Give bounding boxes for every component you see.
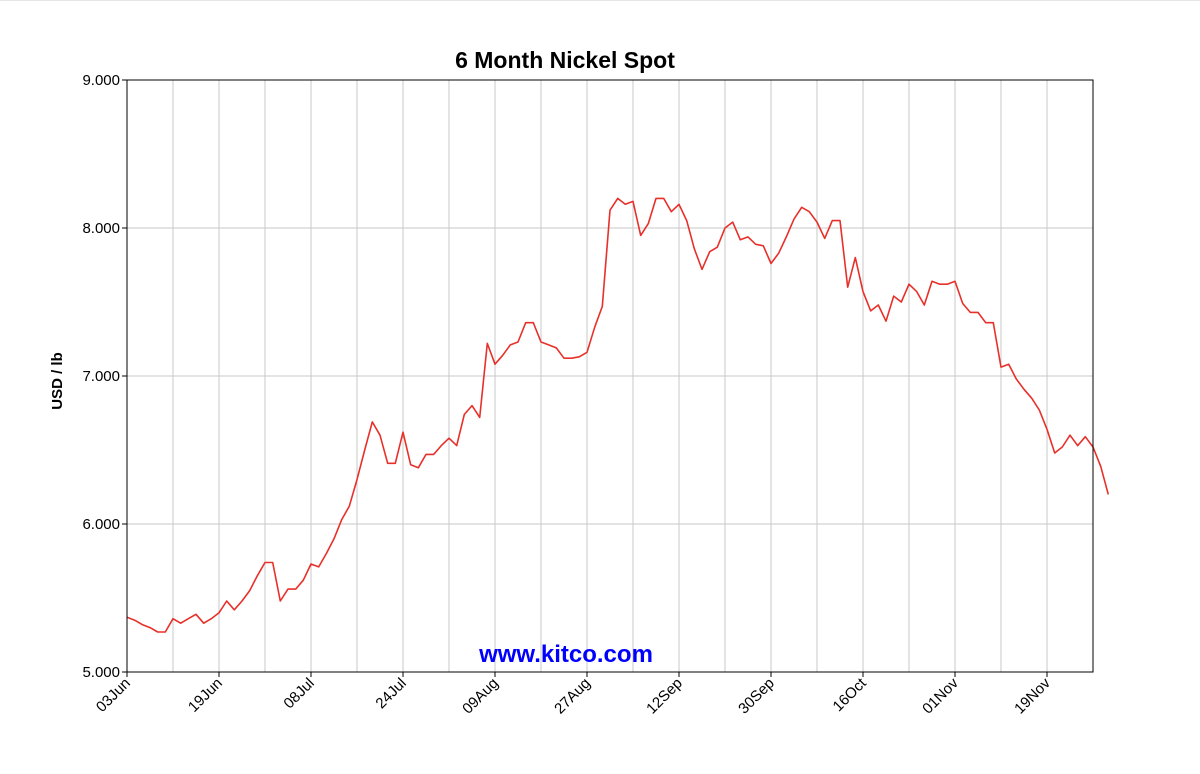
x-tick-label: 12Sep [643,675,686,718]
x-tick-label: 19Nov [1011,674,1054,717]
y-axis: 5.000 6.000 7.000 8.000 9.000 [82,72,127,681]
x-tick-label: 30Sep [735,675,778,718]
top-border [0,0,1200,1]
y-tick-label: 8.000 [82,220,120,237]
y-tick-label: 5.000 [82,664,120,681]
x-tick-label: 08Jul [280,675,317,712]
chart-title: 6 Month Nickel Spot [455,47,675,73]
x-tick-label: 24Jul [372,675,409,712]
y-axis-label: USD / lb [49,352,66,410]
x-tick-label: 16Oct [830,674,871,715]
x-tick-label: 09Aug [459,675,502,718]
watermark-url: www.kitco.com [478,641,653,668]
y-tick-label: 7.000 [82,368,120,385]
x-tick-label: 01Nov [919,674,962,717]
y-tick-label: 9.000 [82,72,120,89]
x-tick-label: 19Jun [185,675,226,716]
nickel-price-line [126,197,1110,633]
y-tick-label: 6.000 [82,516,120,533]
series-layer [126,197,1110,633]
x-axis: 03Jun 19Jun 08Jul 24Jul 09Aug 27Aug 12Sep 30Sep… [93,672,1054,717]
grid [127,79,1093,673]
plot-frame [126,79,1094,673]
x-tick-label: 27Aug [551,675,594,718]
